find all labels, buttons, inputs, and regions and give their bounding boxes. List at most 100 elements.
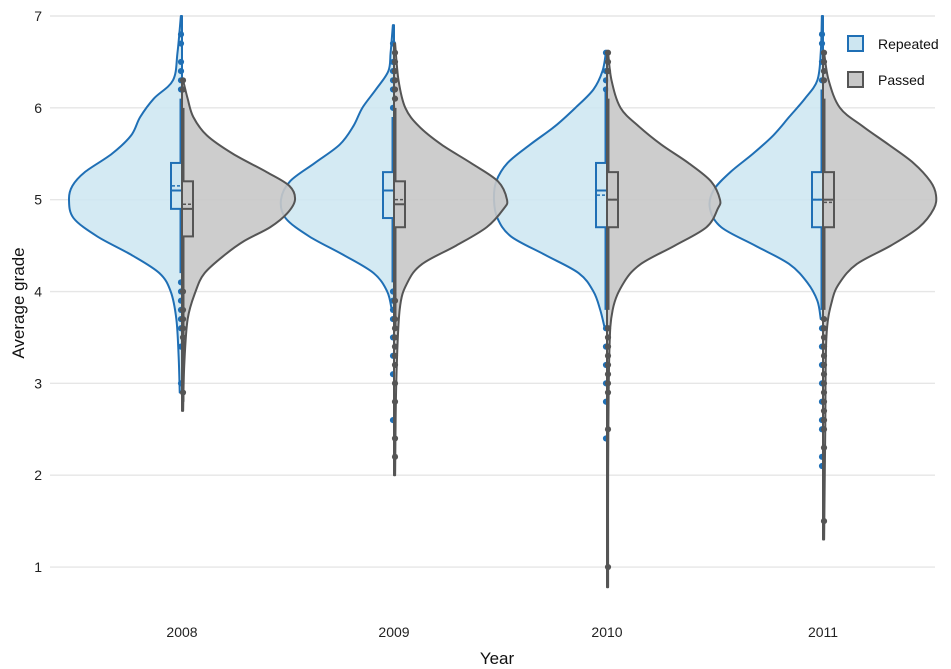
outlier-point bbox=[604, 371, 612, 378]
outlier-point bbox=[604, 352, 612, 359]
outlier-point bbox=[604, 426, 612, 433]
outlier-point bbox=[820, 518, 828, 525]
y-axis: 1 2 3 4 5 6 7 bbox=[34, 8, 42, 575]
outlier-point bbox=[604, 389, 612, 396]
outlier-point bbox=[604, 325, 612, 332]
legend-label-repeated: Repeated bbox=[878, 36, 939, 52]
outlier-point bbox=[818, 31, 826, 38]
outlier-point bbox=[604, 58, 612, 66]
outlier-point bbox=[820, 58, 828, 66]
violin-repeated-2009 bbox=[279, 24, 397, 476]
violin-passed-2008 bbox=[179, 77, 297, 412]
outlier-point bbox=[391, 315, 399, 323]
outlier-point bbox=[820, 49, 828, 56]
legend-label-passed: Passed bbox=[878, 72, 925, 88]
outlier-point bbox=[820, 68, 828, 75]
legend-swatch-passed bbox=[847, 71, 864, 88]
outlier-point bbox=[820, 343, 828, 350]
outlier-point bbox=[179, 315, 187, 323]
outlier-point bbox=[820, 361, 828, 369]
outlier-point bbox=[391, 380, 399, 387]
violin-passed-2009 bbox=[391, 42, 509, 477]
outlier-point bbox=[391, 95, 399, 102]
outlier-point bbox=[820, 380, 828, 387]
outlier-point bbox=[604, 68, 612, 75]
outlier-point bbox=[391, 334, 399, 341]
outlier-point bbox=[820, 371, 828, 378]
outlier-point bbox=[820, 398, 828, 405]
violin-half bbox=[492, 51, 608, 330]
outlier-point bbox=[820, 352, 828, 359]
violin-half bbox=[606, 51, 722, 589]
outlier-point bbox=[820, 77, 828, 84]
outlier-point bbox=[179, 334, 187, 341]
legend-swatch-repeated bbox=[847, 35, 864, 52]
outlier-point bbox=[604, 334, 612, 341]
outlier-point bbox=[177, 68, 185, 75]
outlier-point bbox=[820, 334, 828, 341]
outlier-point bbox=[604, 380, 612, 387]
outlier-point bbox=[179, 86, 187, 93]
violin-passed-2011 bbox=[820, 49, 938, 541]
outlier-point bbox=[391, 77, 399, 84]
outlier-point bbox=[604, 49, 612, 56]
y-tick-label: 6 bbox=[34, 100, 42, 116]
y-tick-label: 3 bbox=[34, 375, 42, 391]
x-tick-label: 2010 bbox=[591, 624, 622, 640]
legend: Repeated Passed bbox=[847, 35, 939, 88]
outlier-point bbox=[820, 315, 828, 323]
violin-half bbox=[181, 79, 297, 412]
x-tick-label: 2008 bbox=[166, 624, 197, 640]
plot-area bbox=[67, 15, 938, 589]
y-tick-label: 2 bbox=[34, 467, 42, 483]
outlier-point bbox=[391, 453, 399, 460]
outlier-point bbox=[820, 416, 828, 424]
outlier-point bbox=[604, 563, 612, 571]
violin-repeated-2008 bbox=[67, 15, 185, 394]
x-axis-title: Year bbox=[480, 649, 515, 668]
violin-half bbox=[67, 15, 183, 394]
y-axis-title: Average grade bbox=[9, 247, 28, 358]
violin-repeated-2011 bbox=[708, 15, 826, 470]
violin-half bbox=[708, 15, 824, 321]
outlier-point bbox=[391, 343, 399, 350]
y-tick-label: 5 bbox=[34, 192, 42, 208]
outlier-point bbox=[179, 389, 187, 396]
outlier-point bbox=[391, 49, 399, 56]
outlier-point bbox=[820, 389, 828, 396]
outlier-point bbox=[604, 361, 612, 369]
outlier-point bbox=[179, 288, 187, 295]
x-axis: 2008 2009 2010 2011 bbox=[166, 624, 838, 640]
outlier-point bbox=[391, 68, 399, 75]
outlier-point bbox=[179, 325, 187, 332]
outlier-point bbox=[391, 297, 399, 304]
outlier-point bbox=[820, 426, 828, 433]
outlier-point bbox=[177, 58, 185, 66]
x-tick-label: 2011 bbox=[808, 624, 838, 640]
outlier-point bbox=[391, 398, 399, 405]
outlier-point bbox=[820, 444, 828, 451]
y-tick-label: 4 bbox=[34, 284, 42, 300]
outlier-point bbox=[818, 40, 826, 47]
outlier-point bbox=[391, 435, 399, 442]
outlier-point bbox=[391, 58, 399, 66]
violin-half bbox=[822, 51, 938, 541]
box-iqr bbox=[382, 171, 395, 220]
x-tick-label: 2009 bbox=[378, 624, 409, 640]
outlier-point bbox=[391, 352, 399, 359]
y-tick-label: 1 bbox=[34, 559, 42, 575]
outlier-point bbox=[604, 343, 612, 350]
outlier-point bbox=[391, 325, 399, 332]
violin-half bbox=[279, 24, 395, 311]
violin-half bbox=[393, 42, 509, 477]
outlier-point bbox=[820, 325, 828, 332]
violin-passed-2010 bbox=[604, 49, 722, 589]
outlier-point bbox=[391, 361, 399, 369]
outlier-point bbox=[820, 407, 828, 415]
outlier-point bbox=[391, 86, 399, 93]
outlier-point bbox=[177, 40, 185, 47]
outlier-point bbox=[177, 31, 185, 38]
outlier-point bbox=[179, 77, 187, 84]
y-tick-label: 7 bbox=[34, 8, 42, 24]
